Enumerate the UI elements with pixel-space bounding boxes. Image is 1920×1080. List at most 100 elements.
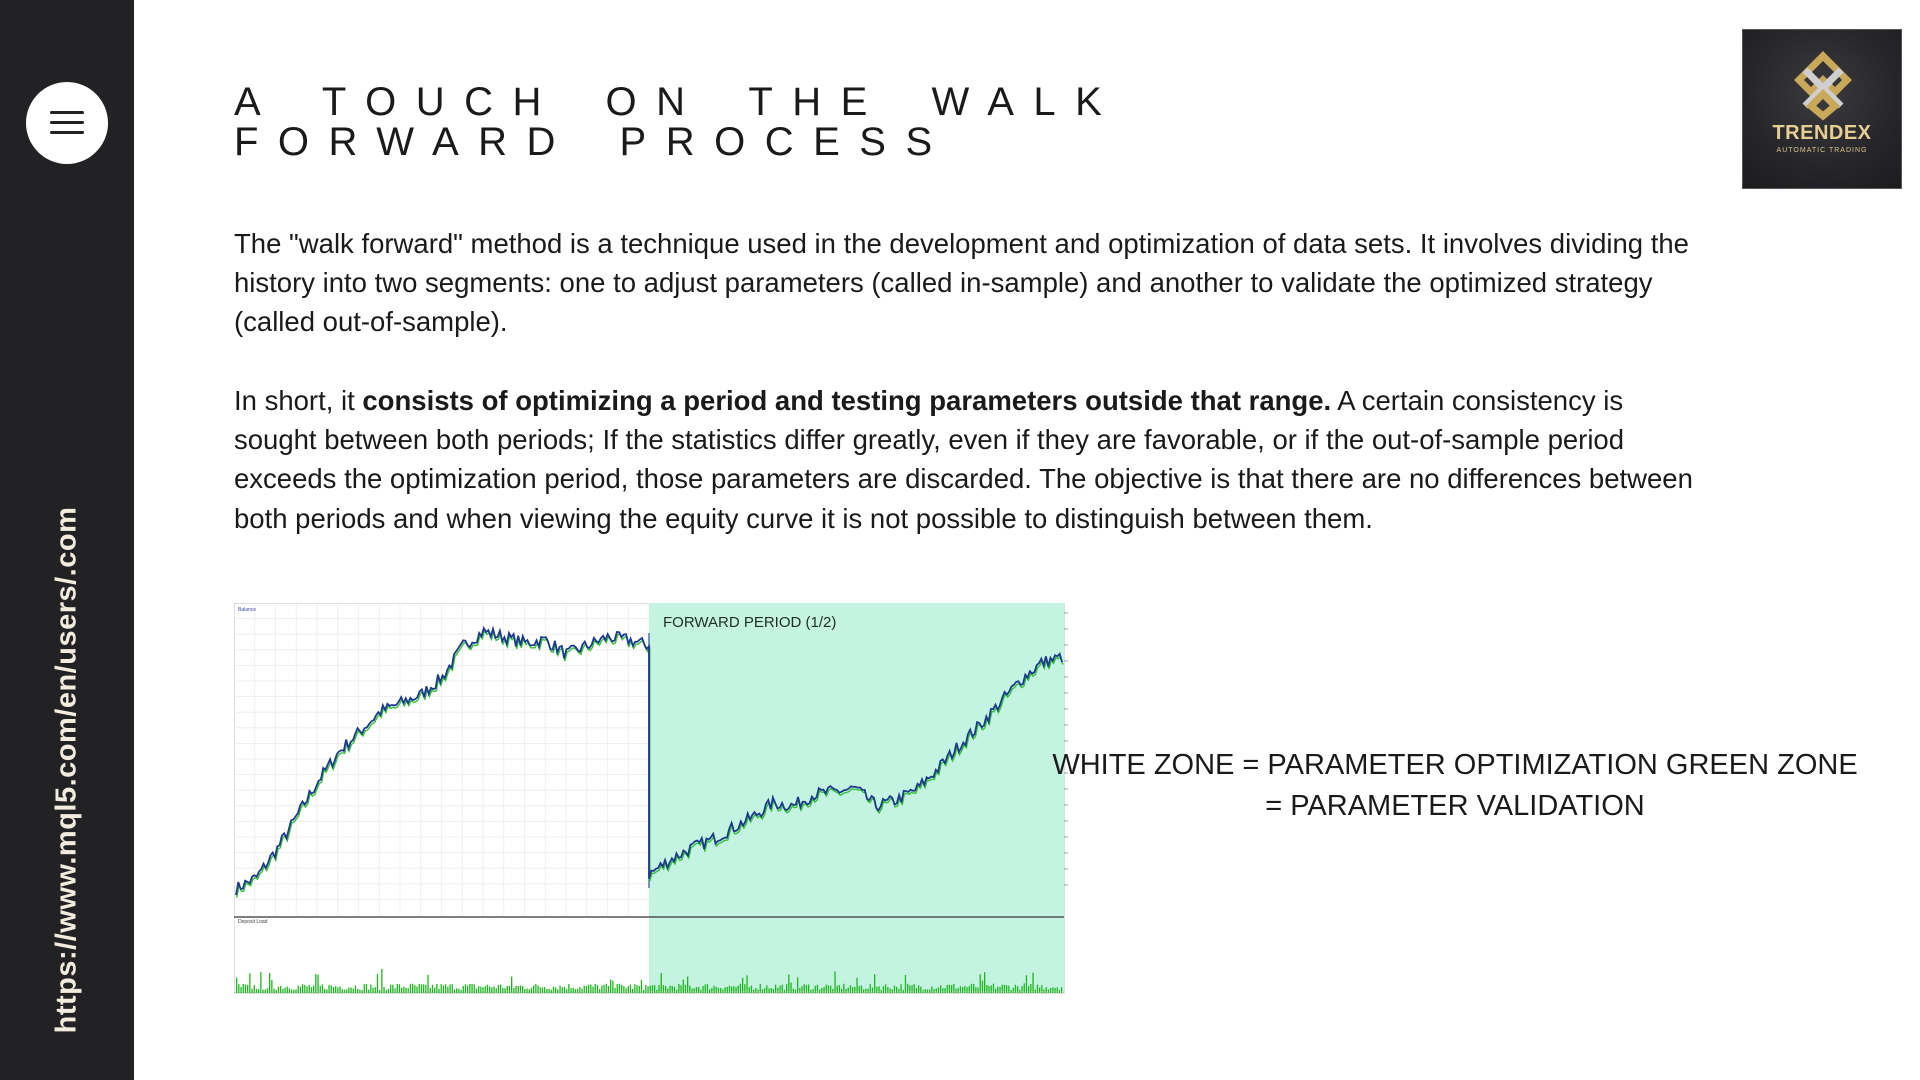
deposit-load-bar [398, 984, 401, 993]
deposit-load-bar [640, 979, 643, 993]
deposit-load-bar [878, 986, 880, 993]
deposit-load-bar [374, 987, 376, 993]
deposit-load-bar [249, 973, 251, 993]
deposit-load-bar [541, 987, 544, 993]
trendex-logo: TRENDEX AUTOMATIC TRADING [1742, 29, 1902, 189]
deposit-load-bar [319, 985, 321, 993]
deposit-load-bar [607, 985, 610, 993]
deposit-load-bar [913, 984, 915, 993]
deposit-load-bar [645, 984, 647, 993]
deposit-load-bar [753, 989, 755, 993]
deposit-load-bar [264, 989, 266, 993]
deposit-load-bar [621, 984, 623, 993]
equity-chart: Balance Deposit Load FORWARD PERIOD (1/2… [234, 603, 1068, 994]
deposit-load-bar [968, 986, 970, 993]
deposit-load-bar [766, 985, 768, 993]
deposit-load-bar [856, 977, 858, 993]
deposit-load-bar [935, 988, 937, 993]
deposit-load-bar [601, 985, 603, 993]
deposit-load-bar [887, 987, 889, 993]
deposit-load-bar [900, 984, 902, 993]
deposit-load-bar [581, 988, 583, 993]
deposit-load-bar [486, 984, 489, 993]
deposit-load-bar [933, 989, 935, 993]
deposit-load-bar [920, 986, 922, 993]
deposit-load-bar [585, 986, 588, 993]
deposit-load-bar [623, 986, 625, 993]
lower-panel-label: Deposit Load [238, 919, 268, 925]
deposit-load-bar [735, 987, 737, 993]
deposit-load-bar [847, 987, 849, 993]
deposit-load-bar [302, 984, 304, 993]
deposit-load-bar [739, 983, 742, 993]
deposit-load-bar [995, 988, 997, 993]
deposit-load-bar [1030, 984, 1032, 993]
deposit-load-bar [357, 989, 359, 993]
deposit-load-bar [937, 987, 940, 993]
deposit-load-bar [865, 988, 867, 993]
profile-url-link[interactable]: https://www.mql5.com/en/users/.com [50, 506, 83, 1034]
deposit-load-bar [940, 985, 942, 993]
deposit-load-bar [1061, 987, 1063, 993]
deposit-load-bar [381, 969, 383, 993]
deposit-load-bars [236, 969, 1063, 993]
deposit-load-bar [315, 974, 317, 993]
deposit-load-bar [1023, 983, 1025, 993]
deposit-load-bar [946, 985, 948, 993]
deposit-load-bar [420, 984, 423, 993]
deposit-load-bar [691, 988, 693, 993]
deposit-load-bar [964, 985, 966, 993]
deposit-load-bar [931, 986, 933, 993]
deposit-load-bar [781, 984, 783, 993]
deposit-load-bar [845, 988, 847, 993]
deposit-load-bar [368, 989, 370, 993]
deposit-load-bar [335, 986, 337, 993]
deposit-load-bar [904, 975, 907, 993]
deposit-load-bar [612, 980, 614, 993]
menu-button[interactable] [26, 82, 108, 164]
deposit-load-bar [379, 989, 381, 993]
deposit-load-bar [385, 989, 387, 993]
deposit-load-bar [922, 990, 924, 993]
deposit-load-bar [724, 987, 726, 993]
deposit-load-bar [911, 985, 913, 993]
deposit-load-bar [671, 986, 673, 993]
deposit-load-bar [519, 985, 522, 993]
deposit-load-bar [869, 984, 871, 993]
deposit-load-bar [473, 984, 475, 993]
deposit-load-bar [370, 984, 372, 993]
deposit-load-bar [667, 988, 669, 993]
deposit-load-bar [808, 984, 810, 993]
deposit-load-bar [629, 984, 632, 993]
deposit-load-bar [643, 989, 645, 993]
deposit-load-bar [942, 988, 944, 993]
deposit-load-bar [805, 985, 808, 993]
deposit-load-bar [830, 985, 832, 993]
deposit-load-bar [682, 979, 684, 993]
deposit-load-bar [823, 987, 825, 993]
deposit-load-bar [251, 988, 253, 993]
deposit-load-bar [889, 988, 891, 993]
deposit-load-bar [1008, 985, 1010, 993]
deposit-load-bar [425, 984, 427, 993]
deposit-load-bar [528, 989, 530, 993]
deposit-load-bar [614, 987, 616, 993]
hamburger-menu-icon [50, 111, 84, 135]
deposit-load-bar [348, 987, 350, 993]
deposit-load-bar [761, 989, 764, 993]
deposit-load-bar [390, 984, 392, 993]
summary-bold: consists of optimizing a period and test… [362, 385, 1332, 416]
deposit-load-bar [288, 988, 291, 993]
deposit-load-bar [992, 983, 995, 993]
deposit-load-bar [896, 986, 898, 993]
deposit-load-bar [418, 983, 420, 993]
deposit-load-bar [291, 989, 293, 993]
deposit-load-bar [396, 984, 398, 993]
forward-period-label: FORWARD PERIOD (1/2) [663, 614, 836, 631]
deposit-load-bar [363, 984, 365, 993]
deposit-load-bar [713, 985, 715, 993]
deposit-load-bar [491, 987, 493, 993]
deposit-load-bar [876, 986, 878, 993]
deposit-load-bar [337, 987, 339, 993]
forward-zone [649, 603, 1064, 991]
